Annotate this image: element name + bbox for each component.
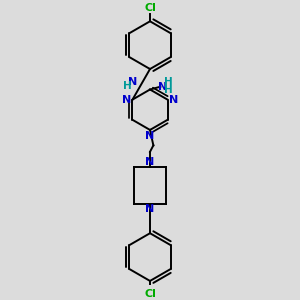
Text: H: H [164, 77, 173, 87]
Text: Cl: Cl [144, 3, 156, 13]
Text: Cl: Cl [144, 290, 156, 299]
Text: N: N [146, 204, 154, 214]
Text: N: N [146, 131, 154, 141]
Text: H: H [164, 85, 173, 94]
Text: N: N [146, 157, 154, 167]
Text: H: H [123, 81, 132, 91]
Text: N: N [158, 82, 167, 92]
Text: N: N [128, 76, 137, 86]
Text: N: N [169, 94, 178, 105]
Text: N: N [122, 94, 131, 105]
